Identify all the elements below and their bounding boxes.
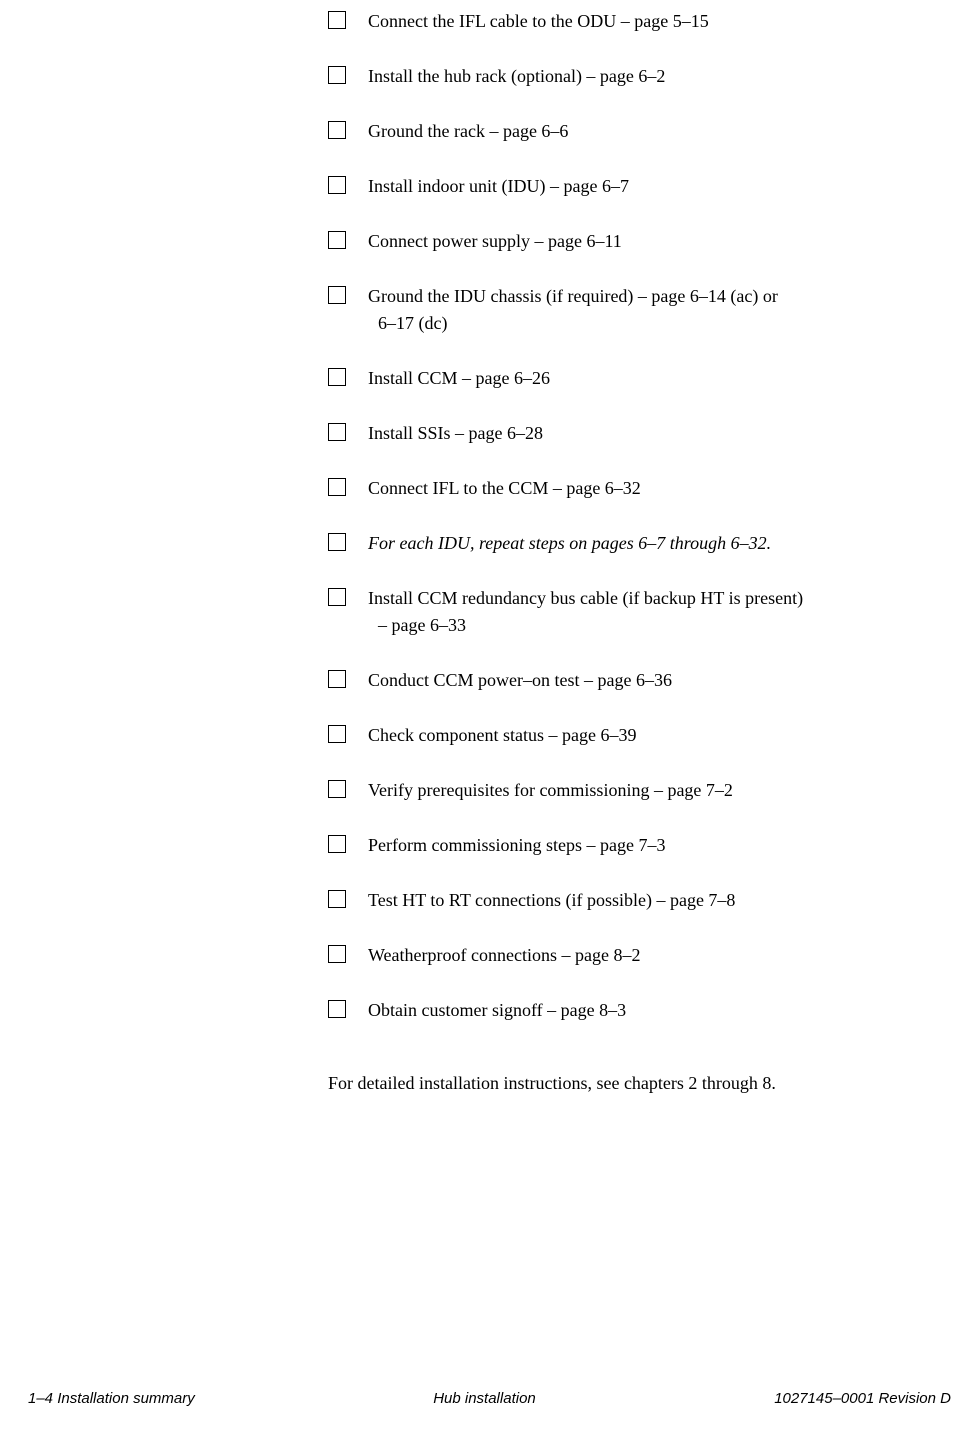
checkbox[interactable] [328,670,346,688]
checklist-item-text: Install indoor unit (IDU) – page 6–7 [368,173,629,200]
checklist-item-continuation: 6–17 (dc) [378,310,778,337]
checkbox[interactable] [328,780,346,798]
checkbox[interactable] [328,890,346,908]
checkbox[interactable] [328,368,346,386]
checkbox[interactable] [328,478,346,496]
checklist-item: Obtain customer signoff – page 8–3 [328,997,939,1024]
checklist-item-text: Connect IFL to the CCM – page 6–32 [368,475,641,502]
checklist-item: Conduct CCM power–on test – page 6–36 [328,667,939,694]
checkbox[interactable] [328,835,346,853]
checklist-item-text: Perform commissioning steps – page 7–3 [368,832,665,859]
checklist-item: Connect IFL to the CCM – page 6–32 [328,475,939,502]
checklist-item-text: Install CCM redundancy bus cable (if bac… [368,585,803,639]
checklist-item: Ground the rack – page 6–6 [328,118,939,145]
checklist-item: Connect power supply – page 6–11 [328,228,939,255]
checkbox[interactable] [328,588,346,606]
checklist-item-text: Install SSIs – page 6–28 [368,420,543,447]
checklist-item-text: Obtain customer signoff – page 8–3 [368,997,626,1024]
page-footer: 1–4 Installation summary Hub installatio… [0,1390,979,1407]
checkbox[interactable] [328,725,346,743]
checklist-item: Connect the IFL cable to the ODU – page … [328,8,939,35]
checklist-item: Install the hub rack (optional) – page 6… [328,63,939,90]
checklist-item: Ground the IDU chassis (if required) – p… [328,283,939,337]
checklist-item-text: Verify prerequisites for commissioning –… [368,777,733,804]
footer-center: Hub installation [433,1390,536,1407]
checkbox[interactable] [328,11,346,29]
footer-left: 1–4 Installation summary [28,1390,195,1407]
checklist-item: For each IDU, repeat steps on pages 6–7 … [328,530,939,557]
checklist-item-text: Weatherproof connections – page 8–2 [368,942,640,969]
checklist-item: Install indoor unit (IDU) – page 6–7 [328,173,939,200]
checklist-item: Verify prerequisites for commissioning –… [328,777,939,804]
checklist-item-text: Ground the IDU chassis (if required) – p… [368,283,778,337]
checkbox[interactable] [328,121,346,139]
checkbox[interactable] [328,1000,346,1018]
checklist-item: Install SSIs – page 6–28 [328,420,939,447]
checklist-item-text: Conduct CCM power–on test – page 6–36 [368,667,672,694]
checklist: Connect the IFL cable to the ODU – page … [328,8,939,1024]
checklist-item-text: For each IDU, repeat steps on pages 6–7 … [368,530,771,557]
checklist-item: Test HT to RT connections (if possible) … [328,887,939,914]
checklist-item-text: Install the hub rack (optional) – page 6… [368,63,665,90]
checkbox[interactable] [328,286,346,304]
checklist-item: Install CCM redundancy bus cable (if bac… [328,585,939,639]
checklist-item: Weatherproof connections – page 8–2 [328,942,939,969]
checkbox[interactable] [328,66,346,84]
checkbox[interactable] [328,945,346,963]
content-area: Connect the IFL cable to the ODU – page … [0,0,979,1097]
checkbox[interactable] [328,231,346,249]
checklist-item-text: Connect power supply – page 6–11 [368,228,622,255]
checklist-item-text: Check component status – page 6–39 [368,722,636,749]
checkbox[interactable] [328,176,346,194]
checkbox[interactable] [328,533,346,551]
checklist-item-text: Connect the IFL cable to the ODU – page … [368,8,709,35]
checklist-item: Check component status – page 6–39 [328,722,939,749]
checklist-item: Perform commissioning steps – page 7–3 [328,832,939,859]
checklist-item-text: Ground the rack – page 6–6 [368,118,568,145]
checklist-item: Install CCM – page 6–26 [328,365,939,392]
checklist-item-text: Install CCM – page 6–26 [368,365,550,392]
checklist-item-text: Test HT to RT connections (if possible) … [368,887,735,914]
checkbox[interactable] [328,423,346,441]
footer-right: 1027145–0001 Revision D [774,1390,951,1407]
checklist-item-continuation: – page 6–33 [378,612,803,639]
footer-note: For detailed installation instructions, … [328,1070,939,1097]
